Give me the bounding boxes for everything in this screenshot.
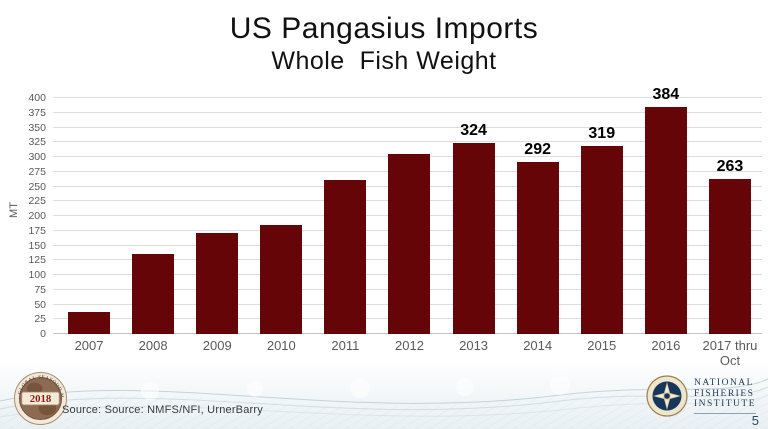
bar-2009 <box>196 233 239 334</box>
x-tick-2014: 2014 <box>523 338 553 353</box>
x-tick-2012: 2012 <box>395 338 424 353</box>
bar-column-2015: 319 <box>570 98 634 334</box>
bar-2014 <box>516 161 559 334</box>
x-tick-2008: 2008 <box>138 338 168 353</box>
nfi-compass-emblem-icon <box>646 375 688 417</box>
bar-2016 <box>644 107 687 334</box>
bar-2011 <box>324 180 367 334</box>
page-title: US Pangasius Imports <box>229 12 539 45</box>
gsmc-2018-seal-logo: GLOBAL SEAFOOD MARKET CONFERENCE 2018 <box>13 371 68 426</box>
y-tick-325: 325 <box>28 136 46 149</box>
nfi-line-1: NATIONAL <box>693 378 754 389</box>
bar-2007 <box>68 311 111 334</box>
bar-2008 <box>132 254 175 334</box>
y-tick-100: 100 <box>28 269 46 281</box>
nfi-logo-text: NATIONAL FISHERIES INSTITUTE <box>693 378 756 414</box>
page-subtitle: Whole Fish Weight <box>271 47 497 75</box>
nfi-line-3: INSTITUTE <box>693 399 756 410</box>
bar-column-2012 <box>377 98 441 334</box>
x-tick-2007: 2007 <box>74 338 104 353</box>
bar-2010 <box>260 224 303 334</box>
x-tick-2013: 2013 <box>459 338 489 353</box>
y-tick-375: 375 <box>28 106 46 119</box>
x-tick-2010: 2010 <box>266 338 296 353</box>
y-tick-0: 0 <box>40 328 46 340</box>
bar-column-2007 <box>57 98 121 334</box>
data-label-2014: 292 <box>524 140 552 158</box>
bar-column-2010 <box>249 98 313 334</box>
y-tick-50: 50 <box>34 298 46 311</box>
gridline-325 <box>53 141 762 143</box>
y-tick-175: 175 <box>28 224 46 237</box>
data-label-2015: 319 <box>588 124 616 142</box>
y-tick-125: 125 <box>28 254 46 267</box>
x-axis-tick-labels: 2007 2008 2009 2010 2011 2012 2013 2014 2015 2016… <box>57 338 762 372</box>
bar-2017-thru-Oct <box>708 178 751 334</box>
nfi-logo-block: NATIONAL FISHERIES INSTITUTE <box>646 375 756 417</box>
gridline-375 <box>53 111 762 113</box>
footer-decorative-band: GLOBAL SEAFOOD MARKET CONFERENCE 2018 So… <box>0 361 768 429</box>
bar-column-2008 <box>121 98 185 334</box>
y-tick-275: 275 <box>28 165 46 178</box>
gridline-350 <box>53 126 762 128</box>
bar-2015 <box>580 145 623 334</box>
bar-column-2011 <box>313 98 377 334</box>
x-tick-2015: 2015 <box>587 338 617 353</box>
y-tick-75: 75 <box>34 283 46 296</box>
bar-column-2017-thru-Oct: 263 <box>698 98 762 334</box>
y-tick-400: 400 <box>28 92 46 104</box>
x-tick-2009: 2009 <box>202 338 232 353</box>
y-tick-300: 300 <box>28 151 46 163</box>
y-axis-tick-labels: 0 25 50 75 100 125 150 175 200 225 250 275 300 325 350… <box>0 92 50 340</box>
bar-column-2016: 384 <box>634 87 698 334</box>
data-label-2016: 384 <box>652 86 680 104</box>
bar-column-2014: 292 <box>506 98 570 334</box>
nfi-line-2: FISHERIES <box>693 388 755 399</box>
bar-chart-plot-area: 324 292 319 384 263 <box>53 87 762 334</box>
y-tick-350: 350 <box>28 121 46 134</box>
bar-column-2009 <box>185 98 249 334</box>
x-tick-2011: 2011 <box>331 338 360 353</box>
source-text: Source: Source: NMFS/NFI, UrnerBarry <box>62 404 263 416</box>
bar-column-2013: 324 <box>442 98 506 334</box>
y-tick-25: 25 <box>34 313 46 326</box>
page-number: 5 <box>751 413 759 428</box>
y-tick-250: 250 <box>28 180 46 193</box>
gsmc-year-label: 2018 <box>30 393 52 405</box>
gridline-400 <box>53 97 762 98</box>
y-tick-225: 225 <box>28 195 46 208</box>
y-tick-150: 150 <box>28 239 46 252</box>
bar-2013 <box>452 142 495 334</box>
data-label-2013: 324 <box>460 121 487 139</box>
x-tick-2016: 2016 <box>651 338 681 353</box>
y-tick-200: 200 <box>28 210 46 222</box>
data-label-2017-thru-Oct: 263 <box>716 157 744 175</box>
bar-2012 <box>388 154 431 334</box>
